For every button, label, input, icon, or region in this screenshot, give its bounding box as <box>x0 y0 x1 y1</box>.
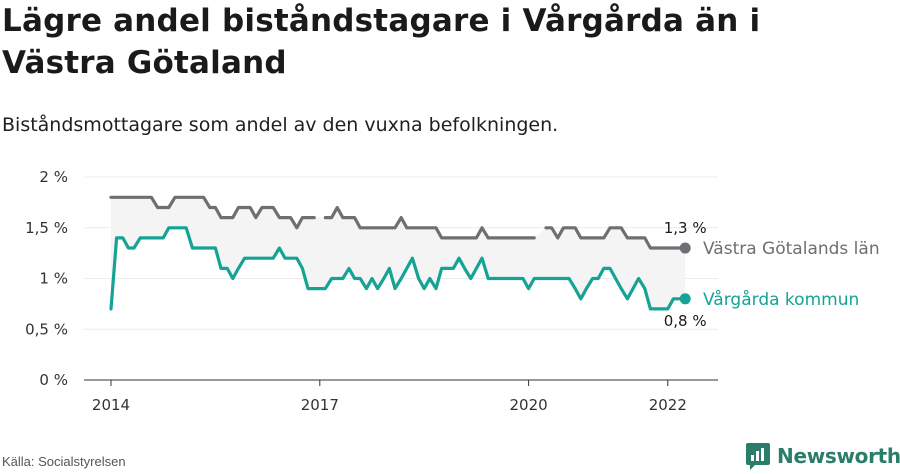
region-value-label: 1,3 % <box>664 219 707 237</box>
source-note: Källa: Socialstyrelsen <box>2 454 126 469</box>
region-line <box>109 195 687 250</box>
y-tick-label: 1 % <box>39 270 68 288</box>
newsworthy-logo-icon <box>746 443 770 470</box>
x-tick-label: 2017 <box>301 396 339 414</box>
x-tick-label: 2014 <box>92 396 130 414</box>
y-tick-label: 2 % <box>39 168 68 186</box>
range-band <box>111 197 686 309</box>
kommun-line <box>109 226 687 311</box>
series-lines <box>109 195 687 311</box>
page-title: Lägre andel biståndstagare i Vårgårda än… <box>2 3 761 81</box>
region-end-marker <box>679 242 691 254</box>
x-tick-label: 2020 <box>510 396 548 414</box>
y-tick-label: 0,5 % <box>25 320 68 338</box>
kommun-value-label: 0,8 % <box>664 312 707 330</box>
y-tick-label: 1,5 % <box>25 219 68 237</box>
series-labels: Västra Götalands län Vårgårda kommun 1,3 %… <box>664 219 880 330</box>
kommun-series-label: Vårgårda kommun <box>703 289 859 310</box>
y-tick-label: 0 % <box>39 371 68 389</box>
brand-logo[interactable]: Newsworthy <box>745 440 900 472</box>
chart-subtitle: Biståndsmottagare som andel av den vuxna… <box>2 114 559 136</box>
region-series-label: Västra Götalands län <box>703 239 880 259</box>
kommun-end-marker <box>679 293 691 305</box>
brand-name: Newsworthy <box>777 444 900 468</box>
y-axis: 0 % 0,5 % 1 % 1,5 % 2 % <box>25 168 68 389</box>
x-axis: 2014 2017 2020 2022 <box>84 379 718 414</box>
x-tick-label: 2022 <box>649 396 687 414</box>
